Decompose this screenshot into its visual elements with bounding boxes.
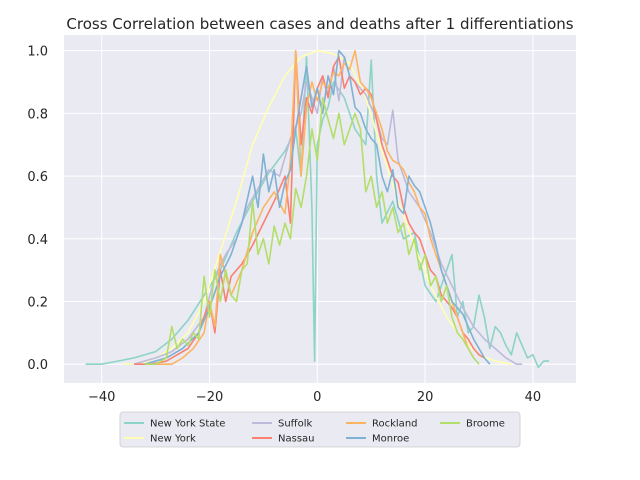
x-axis-ticks: −40 −20 0 20 40	[88, 390, 541, 405]
x-tick-label: −40	[88, 390, 115, 405]
chart-title: Cross Correlation between cases and deat…	[66, 15, 573, 33]
legend-label-broome: Broome	[466, 419, 505, 430]
x-tick-label: 20	[417, 390, 434, 405]
series-line-new-york-state	[85, 56, 550, 369]
series-lines	[85, 49, 550, 369]
legend-label-new-york-state: New York State	[150, 419, 225, 430]
legend-label-monroe: Monroe	[372, 434, 409, 445]
y-tick-label: 0.8	[27, 107, 48, 122]
y-tick-label: 0.6	[27, 170, 48, 185]
legend-label-new-york: New York	[150, 434, 196, 445]
legend-label-nassau: Nassau	[278, 434, 315, 445]
x-tick-label: 40	[525, 390, 542, 405]
series-line-monroe	[144, 49, 491, 365]
series-line-new-york	[123, 49, 512, 366]
x-tick-label: −20	[196, 390, 223, 405]
legend: New York State New York Suffolk Nassau Rockl…	[119, 411, 521, 448]
y-tick-label: 0.0	[27, 358, 48, 373]
series-line-broome	[144, 96, 480, 366]
legend-box	[119, 411, 521, 448]
y-axis-ticks: 0.0 0.2 0.4 0.6 0.8 1.0	[27, 45, 48, 374]
legend-label-suffolk: Suffolk	[278, 419, 312, 430]
x-tick-label: 0	[313, 390, 321, 405]
legend-label-rockland: Rockland	[372, 419, 418, 430]
y-tick-label: 0.2	[27, 295, 48, 310]
y-tick-label: 0.4	[27, 233, 48, 248]
y-tick-label: 1.0	[27, 45, 48, 60]
